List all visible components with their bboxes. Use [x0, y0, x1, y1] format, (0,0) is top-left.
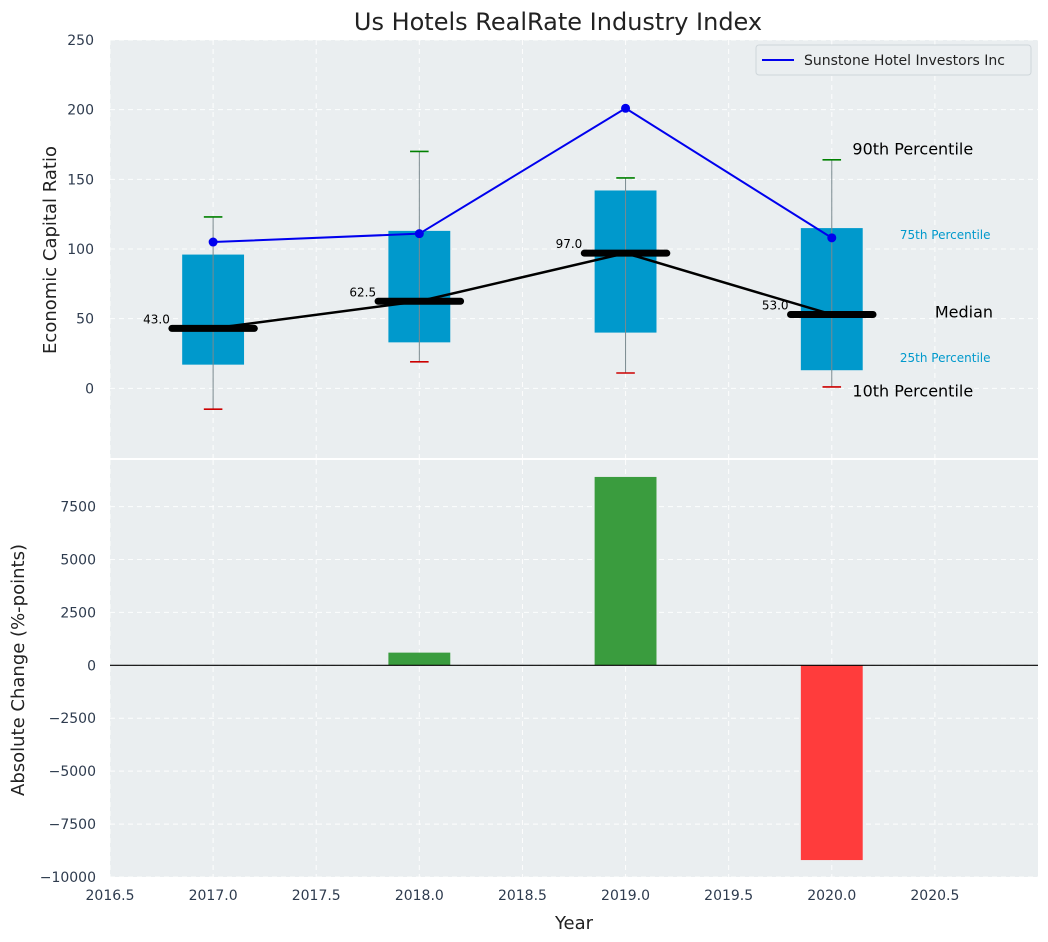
company-point: [621, 103, 631, 113]
bottom-panel: −10000 −7500 −5000 −2500 0 2500 5000 7500 2016.…: [8, 460, 1038, 934]
x-tick-label: 2019.5: [704, 888, 753, 904]
x-tick-label: 2020.5: [910, 888, 959, 904]
bottom-x-tick-labels: 2016.5 2017.0 2017.5 2018.0 2018.5 2019.0 2019…: [86, 888, 960, 904]
p75-annotation: 75th Percentile: [900, 228, 991, 242]
x-tick-label: 2020.0: [807, 888, 856, 904]
bottom-y-tick-label: −2500: [49, 711, 96, 727]
bottom-plot-background: [110, 460, 1038, 877]
percentile-annotations: 90th Percentile 75th Percentile Median 25th…: [852, 139, 993, 400]
top-y-tick-label: 150: [67, 172, 94, 188]
x-tick-label: 2017.0: [189, 888, 238, 904]
x-tick-label: 2017.5: [292, 888, 341, 904]
median-value-label: 62.5: [349, 285, 376, 299]
bottom-y-tick-label: −5000: [49, 764, 96, 780]
median-series: [168, 249, 877, 332]
bottom-y-tick-label: 7500: [60, 500, 96, 516]
x-tick-label: 2019.0: [601, 888, 650, 904]
legend-company-label: Sunstone Hotel Investors Inc: [804, 53, 1005, 69]
p90-annotation: 90th Percentile: [852, 139, 973, 158]
median-annotation: Median: [935, 302, 993, 321]
bottom-y-axis-title: Absolute Change (%-points): [8, 544, 29, 796]
bottom-y-tick-label: 5000: [60, 552, 96, 568]
p10-annotation: 10th Percentile: [852, 382, 973, 401]
top-y-tick-label: 0: [85, 381, 94, 397]
top-y-tick-label: 250: [67, 33, 94, 49]
top-panel: 0 50 100 150 200 250 43.0 62.5 97.0 53.0 90th Pe…: [40, 33, 1038, 458]
change-bar: [388, 652, 451, 666]
change-bar-series: [388, 476, 863, 861]
bottom-y-tick-labels: −10000 −7500 −5000 −2500 0 2500 5000 7500: [40, 500, 96, 886]
bottom-y-tick-label: −10000: [40, 870, 96, 886]
p25-annotation: 25th Percentile: [900, 351, 991, 365]
median-data-labels: 43.0 62.5 97.0 53.0: [143, 237, 788, 326]
chart-title: Us Hotels RealRate Industry Index: [354, 8, 762, 36]
company-point: [208, 237, 218, 247]
bottom-y-tick-label: 0: [87, 658, 96, 674]
x-axis-title: Year: [554, 913, 594, 934]
median-trend-line: [212, 251, 833, 330]
median-value-label: 43.0: [143, 312, 170, 326]
bottom-y-tick-label: −7500: [49, 817, 96, 833]
x-tick-label: 2018.0: [395, 888, 444, 904]
median-value-label: 53.0: [762, 298, 789, 312]
company-line: [213, 107, 833, 244]
company-series: [208, 103, 837, 247]
whisker-series: [203, 150, 842, 411]
bottom-y-tick-label: 2500: [60, 605, 96, 621]
median-value-label: 97.0: [556, 237, 583, 251]
x-tick-label: 2018.5: [498, 888, 547, 904]
legend-box: [755, 44, 1032, 76]
legend: Sunstone Hotel Investors Inc: [755, 44, 1032, 76]
top-y-tick-labels: 0 50 100 150 200 250: [67, 33, 94, 397]
top-y-axis-title: Economic Capital Ratio: [40, 146, 61, 354]
change-bar: [800, 665, 863, 861]
top-y-tick-label: 100: [67, 242, 94, 258]
company-point: [414, 229, 424, 239]
x-tick-label: 2016.5: [86, 888, 135, 904]
top-y-tick-label: 50: [76, 312, 94, 328]
top-y-tick-label: 200: [67, 103, 94, 119]
change-bar: [594, 476, 657, 666]
company-point: [827, 233, 837, 243]
